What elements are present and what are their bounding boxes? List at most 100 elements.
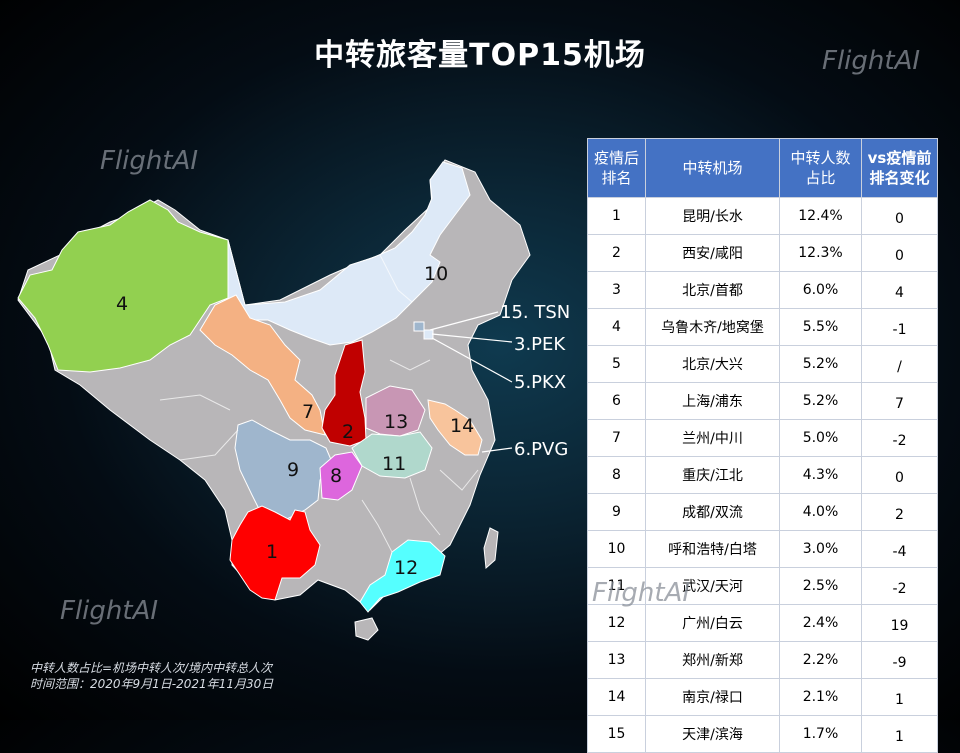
cell-share: 5.0%: [779, 419, 862, 457]
cell-share: 4.0%: [779, 493, 862, 531]
cell-share: 2.4%: [779, 604, 862, 642]
cell-change: 0: [861, 456, 938, 494]
map-label-11: 11: [382, 453, 406, 475]
cell-share: 4.3%: [779, 456, 862, 494]
cell-change: -4: [861, 530, 938, 568]
cell-change: 0: [861, 234, 938, 272]
callout-pek: 3.PEK: [514, 334, 566, 355]
table-row: 6 上海/浦东 5.2% 7: [587, 382, 938, 420]
table-row: 10 呼和浩特/白塔 3.0% -4: [587, 530, 938, 568]
cell-rank: 8: [587, 456, 646, 494]
map-label-2: 2: [342, 421, 354, 443]
map-label-14: 14: [450, 415, 474, 437]
cell-change: -2: [861, 567, 938, 605]
cell-change: 7: [861, 382, 938, 420]
cell-share: 5.2%: [779, 345, 862, 383]
cell-change: 2: [861, 493, 938, 531]
callout-pkx: 5.PKX: [514, 372, 566, 393]
province-borders: [159, 254, 479, 553]
region-tianjin: [413, 321, 425, 332]
cell-airport: 武汉/天河: [645, 567, 780, 605]
map-label-10: 10: [424, 263, 448, 285]
cell-airport: 北京/首都: [645, 271, 780, 309]
cell-rank: 12: [587, 604, 646, 642]
cell-share: 2.5%: [779, 567, 862, 605]
cell-airport: 昆明/长水: [645, 197, 780, 235]
cell-rank: 2: [587, 234, 646, 272]
callout-tsn: 15. TSN: [500, 302, 570, 323]
cell-share: 12.3%: [779, 234, 862, 272]
header-share: 中转人数 占比: [779, 138, 862, 198]
table-row: 4 乌鲁木齐/地窝堡 5.5% -1: [587, 308, 938, 346]
page-title: 中转旅客量TOP15机场: [314, 38, 646, 73]
cell-rank: 9: [587, 493, 646, 531]
cell-rank: 4: [587, 308, 646, 346]
watermark-left-top: FlightAI: [100, 146, 199, 176]
china-map: 4 10 7 2 13 14 9 8 11 1 12 15. TSN 3.PEK…: [18, 160, 570, 641]
table-row: 13 郑州/新郑 2.2% -9: [587, 641, 938, 679]
cell-share: 2.2%: [779, 641, 862, 679]
map-label-9: 9: [287, 459, 299, 481]
map-label-4: 4: [116, 293, 128, 315]
cell-airport: 西安/咸阳: [645, 234, 780, 272]
cell-rank: 10: [587, 530, 646, 568]
footnote-period: 时间范围：2020年9月1日-2021年11月30日: [30, 677, 274, 691]
cell-airport: 广州/白云: [645, 604, 780, 642]
callout-leaders: [429, 311, 513, 453]
map-label-12: 12: [394, 557, 418, 579]
cell-change: -1: [861, 308, 938, 346]
cell-rank: 11: [587, 567, 646, 605]
cell-share: 5.5%: [779, 308, 862, 346]
region-jiangsu: [427, 399, 483, 456]
cell-airport: 兰州/中川: [645, 419, 780, 457]
header-airport: 中转机场: [645, 138, 780, 198]
cell-rank: 1: [587, 197, 646, 235]
table-row: 3 北京/首都 6.0% 4: [587, 271, 938, 309]
region-guangdong: [359, 539, 446, 613]
cell-change: 0: [861, 197, 938, 235]
cell-change: 1: [861, 678, 938, 716]
cell-change: 19: [861, 604, 938, 642]
map-label-7: 7: [302, 401, 314, 423]
header-rank-change: vs疫情前 排名变化: [861, 138, 938, 198]
region-beijing: [423, 329, 434, 340]
cell-rank: 15: [587, 715, 646, 753]
table-row: 2 西安/咸阳 12.3% 0: [587, 234, 938, 272]
cell-rank: 14: [587, 678, 646, 716]
cell-airport: 郑州/新郑: [645, 641, 780, 679]
watermark-top-right: FlightAI: [822, 46, 921, 76]
cell-share: 3.0%: [779, 530, 862, 568]
cell-airport: 北京/大兴: [645, 345, 780, 383]
cell-airport: 南京/禄口: [645, 678, 780, 716]
map-label-13: 13: [384, 411, 408, 433]
cell-rank: 13: [587, 641, 646, 679]
cell-change: -9: [861, 641, 938, 679]
footnote: 中转人数占比=机场中转人次/境内中转总人次 时间范围：2020年9月1日-202…: [30, 660, 273, 692]
cell-change: /: [861, 345, 938, 383]
cell-rank: 3: [587, 271, 646, 309]
region-sichuan: [234, 419, 333, 521]
watermark-left-bottom: FlightAI: [60, 596, 159, 626]
region-yunnan: [229, 505, 321, 601]
cell-share: 2.1%: [779, 678, 862, 716]
region-hainan: [354, 617, 379, 641]
cell-share: 6.0%: [779, 271, 862, 309]
map-label-1: 1: [266, 541, 278, 563]
region-shaanxi: [321, 339, 367, 447]
cell-airport: 成都/双流: [645, 493, 780, 531]
table-row: 9 成都/双流 4.0% 2: [587, 493, 938, 531]
callout-pvg: 6.PVG: [514, 439, 568, 460]
region-henan: [365, 385, 426, 437]
cell-rank: 7: [587, 419, 646, 457]
cell-share: 1.7%: [779, 715, 862, 753]
cell-change: 4: [861, 271, 938, 309]
cell-airport: 呼和浩特/白塔: [645, 530, 780, 568]
region-taiwan: [483, 527, 499, 570]
table-row: 7 兰州/中川 5.0% -2: [587, 419, 938, 457]
region-gansu: [199, 294, 326, 436]
cell-airport: 重庆/江北: [645, 456, 780, 494]
table-row: 12 广州/白云 2.4% 19: [587, 604, 938, 642]
region-hubei: [351, 431, 433, 479]
cell-change: 1: [861, 715, 938, 753]
region-chongqing: [319, 451, 363, 501]
